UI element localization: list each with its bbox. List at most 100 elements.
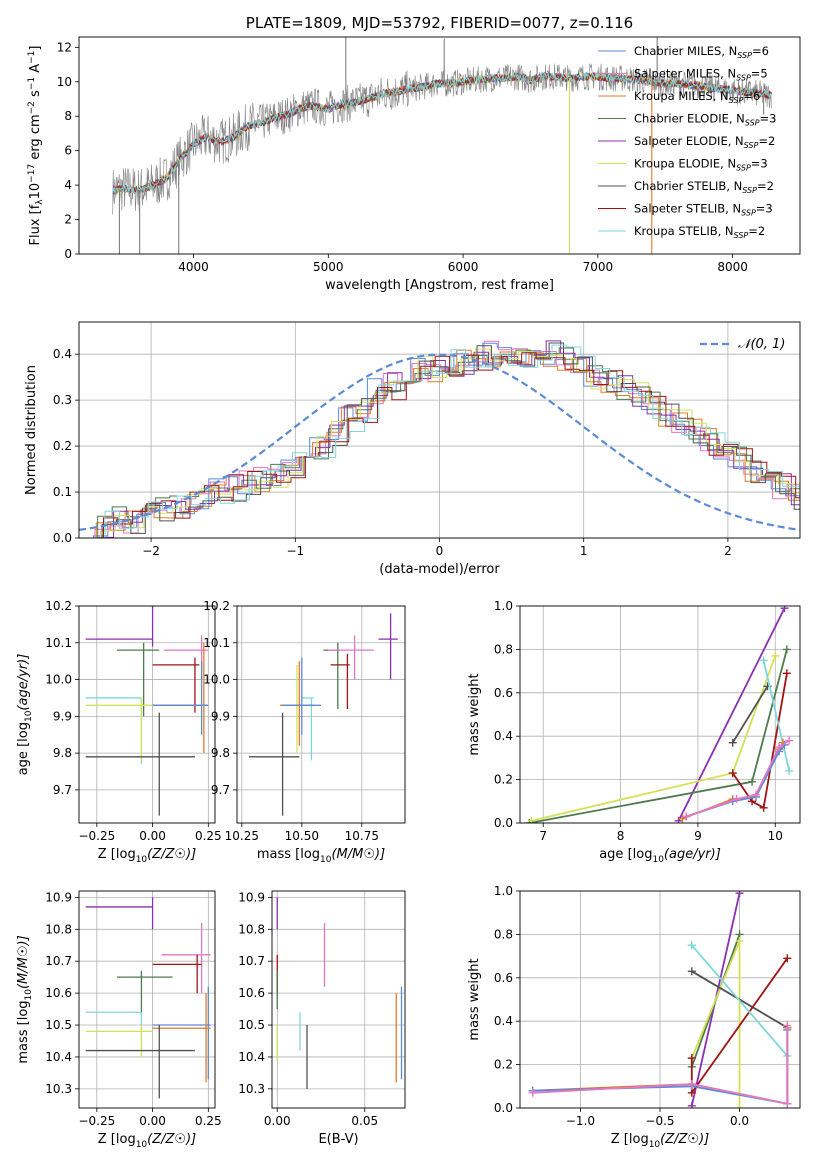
weight_vs_age-marker-chabrier_elodie-2: [782, 645, 791, 654]
legend-label-salpeter_elodie: Salpeter ELODIE, NSSP=2: [634, 134, 775, 150]
spectrum-xtick-label-2: 6000: [448, 260, 479, 274]
weight_vs_age-marker-salpeter_miles-3: [775, 743, 784, 752]
weight_vs_Z-marker-salpeter_miles-1: [687, 1080, 696, 1089]
age_vs_Z-ytick-label-0: 9.7: [53, 783, 72, 797]
weight_vs_age-ytick-label-0: 0.0: [494, 816, 513, 830]
mass_vs_EBV-plot-area: [276, 897, 403, 1089]
age_vs_mass-point-salpeter_elodie: [378, 613, 398, 680]
age_vs_Z-xlabel: Z [log10(Z/Z☉)]: [98, 847, 196, 865]
residual_histogram-xtick-label-1: −1: [286, 544, 304, 558]
age_vs_mass-xtick-label-0: 10.25: [225, 829, 259, 843]
residual_histogram-xtick-label-2: 0: [436, 544, 444, 558]
weight_vs_Z-ytick-label-0: 0.0: [494, 1101, 513, 1115]
age_vs_mass-ytick-label-0: 9.7: [211, 783, 230, 797]
age_vs_Z-xtick-label-0: −0.25: [78, 829, 115, 843]
spectrum-panel: 4000 5000 6000 7000 8000 0 2 4 6 8 10 12 PLATE=1809,…: [27, 14, 801, 293]
weight_vs_age-marker-salpeter_miles-4: [785, 736, 794, 745]
weight_vs_age-ytick-label-2: 0.4: [494, 729, 513, 743]
weight_vs_age-line-salpeter_stelib: [731, 673, 788, 810]
legend-label-kroupa_miles: Kroupa MILES, NSSP=6: [634, 89, 760, 105]
weight_vs_Z-marker-salpeter_miles-2: [783, 1099, 792, 1108]
weight_vs_age-marker-kroupa_elodie-0: [527, 816, 536, 823]
age_vs_mass-point-kroupa_stelib: [301, 697, 314, 761]
mass_vs_Z-xtick-label-2: 0.25: [195, 1114, 222, 1128]
weight_vs_Z-ytick-label-2: 0.4: [494, 1014, 513, 1028]
spectrum-model-chabrier_stelib: [112, 71, 772, 195]
spectrum-ytick-label-4: 8: [64, 109, 72, 123]
weight_vs_Z-ylabel: mass weight: [467, 958, 482, 1040]
age_vs_Z-ylabel: age [log10(age/yr)]: [16, 654, 34, 776]
age_vs_Z-panel: −0.25 0.00 0.25 9.7 9.8 9.9 10.0 10.1 10.2 Z [log…: [16, 599, 222, 865]
weight_vs_age-ytick-label-5: 1.0: [494, 599, 513, 613]
weight_vs_age-marker-salpeter_miles-0: [682, 812, 691, 821]
histogram-salpeter_miles: [79, 340, 800, 538]
age_vs_Z-xtick-label-2: 0.25: [195, 829, 222, 843]
spectrum-ytick-label-0: 0: [64, 247, 72, 261]
spectrum-ytick-label-5: 10: [57, 75, 72, 89]
weight_vs_Z-marker-kroupa_elodie-1: [735, 936, 744, 945]
mass_vs_EBV-panel: 0.00 0.05 10.3 10.4 10.5 10.6 10.7 10.8 10.9 E(B-…: [238, 890, 406, 1147]
mass_vs_Z-ytick-label-6: 10.9: [45, 890, 72, 904]
mass_vs_Z-point-salpeter_miles: [161, 922, 211, 994]
normal-curve: [79, 353, 800, 531]
weight_vs_age-line-salpeter_elodie: [677, 607, 786, 822]
legend-label-chabrier_miles: Chabrier MILES, NSSP=6: [634, 44, 769, 60]
legend-label-salpeter_stelib: Salpeter STELIB, NSSP=3: [634, 202, 773, 218]
spectrum-ytick-label-1: 2: [64, 213, 72, 227]
age_vs_mass-panel: 10.25 10.50 10.75 9.7 9.8 9.9 10.0 10.1 10.2 mass…: [203, 599, 406, 865]
mass_vs_Z-point-kroupa_stelib: [85, 1011, 143, 1041]
weight_vs_age-xlabel: age [log10(age/yr)]: [599, 847, 721, 865]
weight_vs_age-marker-chabrier_elodie-1: [748, 777, 757, 786]
mass_vs_EBV-xtick-label-1: 0.05: [351, 1114, 378, 1128]
weight_vs_age-marker-kroupa_stelib-0: [759, 656, 768, 665]
age_vs_mass-point-chabrier_elodie: [323, 642, 341, 709]
weight_vs_age-marker-salpeter_stelib-2: [759, 803, 768, 812]
legend-label-kroupa_stelib: Kroupa STELIB, NSSP=2: [634, 224, 765, 240]
weight_vs_age-ylabel: mass weight: [467, 673, 482, 755]
mass_vs_Z-ytick-label-2: 10.5: [45, 1018, 72, 1032]
spectrum-legend: Chabrier MILES, NSSP=6 Salpeter MILES, NS…: [598, 44, 776, 240]
mass_vs_EBV-ytick-label-3: 10.6: [238, 986, 265, 1000]
age_vs_mass-point-kroupa_elodie: [280, 664, 314, 754]
mass_vs_Z-ytick-label-5: 10.8: [45, 922, 72, 936]
age_vs_Z-point-salpeter_elodie: [85, 606, 154, 647]
mass_vs_Z-point-salpeter_stelib: [152, 954, 202, 994]
mass_vs_Z-ytick-label-4: 10.7: [45, 954, 72, 968]
weight_vs_Z-marker-salpeter_stelib-0: [687, 1054, 696, 1063]
weight_vs_age-marker-kroupa_stelib-1: [785, 766, 794, 775]
mass_vs_Z-point-chabrier_miles: [152, 986, 211, 1080]
age_vs_mass-ytick-label-2: 9.9: [211, 709, 230, 723]
mass_vs_Z-plot-area: [85, 897, 211, 1099]
histogram-xlabel: (data-model)/error: [379, 562, 500, 577]
spectrum-xtick-label-0: 4000: [178, 260, 209, 274]
weight_vs_Z-frame: [519, 890, 801, 1109]
spectrum-data-line: [112, 63, 772, 215]
spectrum-xlabel: wavelength [Angstrom, rest frame]: [325, 278, 554, 293]
weight_vs_Z-xtick-label-0: −1.0: [566, 1114, 595, 1128]
histogram-chabrier_stelib: [79, 342, 800, 538]
weight_vs_age-marker-salpeter_miles-2: [751, 790, 760, 799]
weight_vs_age-xtick-label-2: 9: [694, 829, 702, 843]
weight_vs_age-panel: 7 8 9 10 0.0 0.2 0.4 0.6 0.8 1.0 age [log10(age/yr…: [467, 599, 801, 865]
age_vs_mass-xtick-label-1: 10.50: [285, 829, 319, 843]
mass_vs_Z-point-kroupa_elodie: [85, 1025, 153, 1057]
age_vs_Z-xtick-label-1: 0.00: [139, 829, 166, 843]
age_vs_mass-point-chabrier_miles: [282, 657, 321, 735]
weight_vs_age-ytick-label-1: 0.2: [494, 773, 513, 787]
age_vs_Z-point-chabrier_stelib: [85, 712, 195, 816]
weight_vs_Z-marker-salpeter_miles-0: [528, 1088, 537, 1097]
weight_vs_age-marker-kroupa_elodie-2: [771, 651, 780, 660]
weight_vs_Z-ytick-label-4: 0.8: [494, 927, 513, 941]
age_vs_Z-point-kroupa_stelib: [85, 697, 143, 765]
weight_vs_Z-marker-kroupa_stelib-0: [687, 941, 696, 950]
mass_vs_Z-xtick-label-0: −0.25: [78, 1114, 115, 1128]
mass_vs_EBV-ytick-label-2: 10.5: [238, 1018, 265, 1032]
weight_vs_age-xtick-label-1: 8: [617, 829, 625, 843]
age_vs_mass-point-chabrier_stelib: [249, 712, 300, 816]
mass_vs_Z-point-salpeter_elodie: [85, 897, 154, 930]
legend-label-salpeter_miles: Salpeter MILES, NSSP=5: [634, 67, 768, 83]
weight_vs_Z-marker-chabrier_stelib-0: [687, 967, 696, 976]
weight_vs_Z-marker-salpeter_stelib-2: [783, 954, 792, 963]
histogram-panel: −2 −1 0 1 2 0.0 0.1 0.2 0.3 0.4 𝒩(0, 1) (data-model…: [24, 321, 801, 577]
weight_vs_Z-ytick-label-5: 1.0: [494, 884, 513, 898]
